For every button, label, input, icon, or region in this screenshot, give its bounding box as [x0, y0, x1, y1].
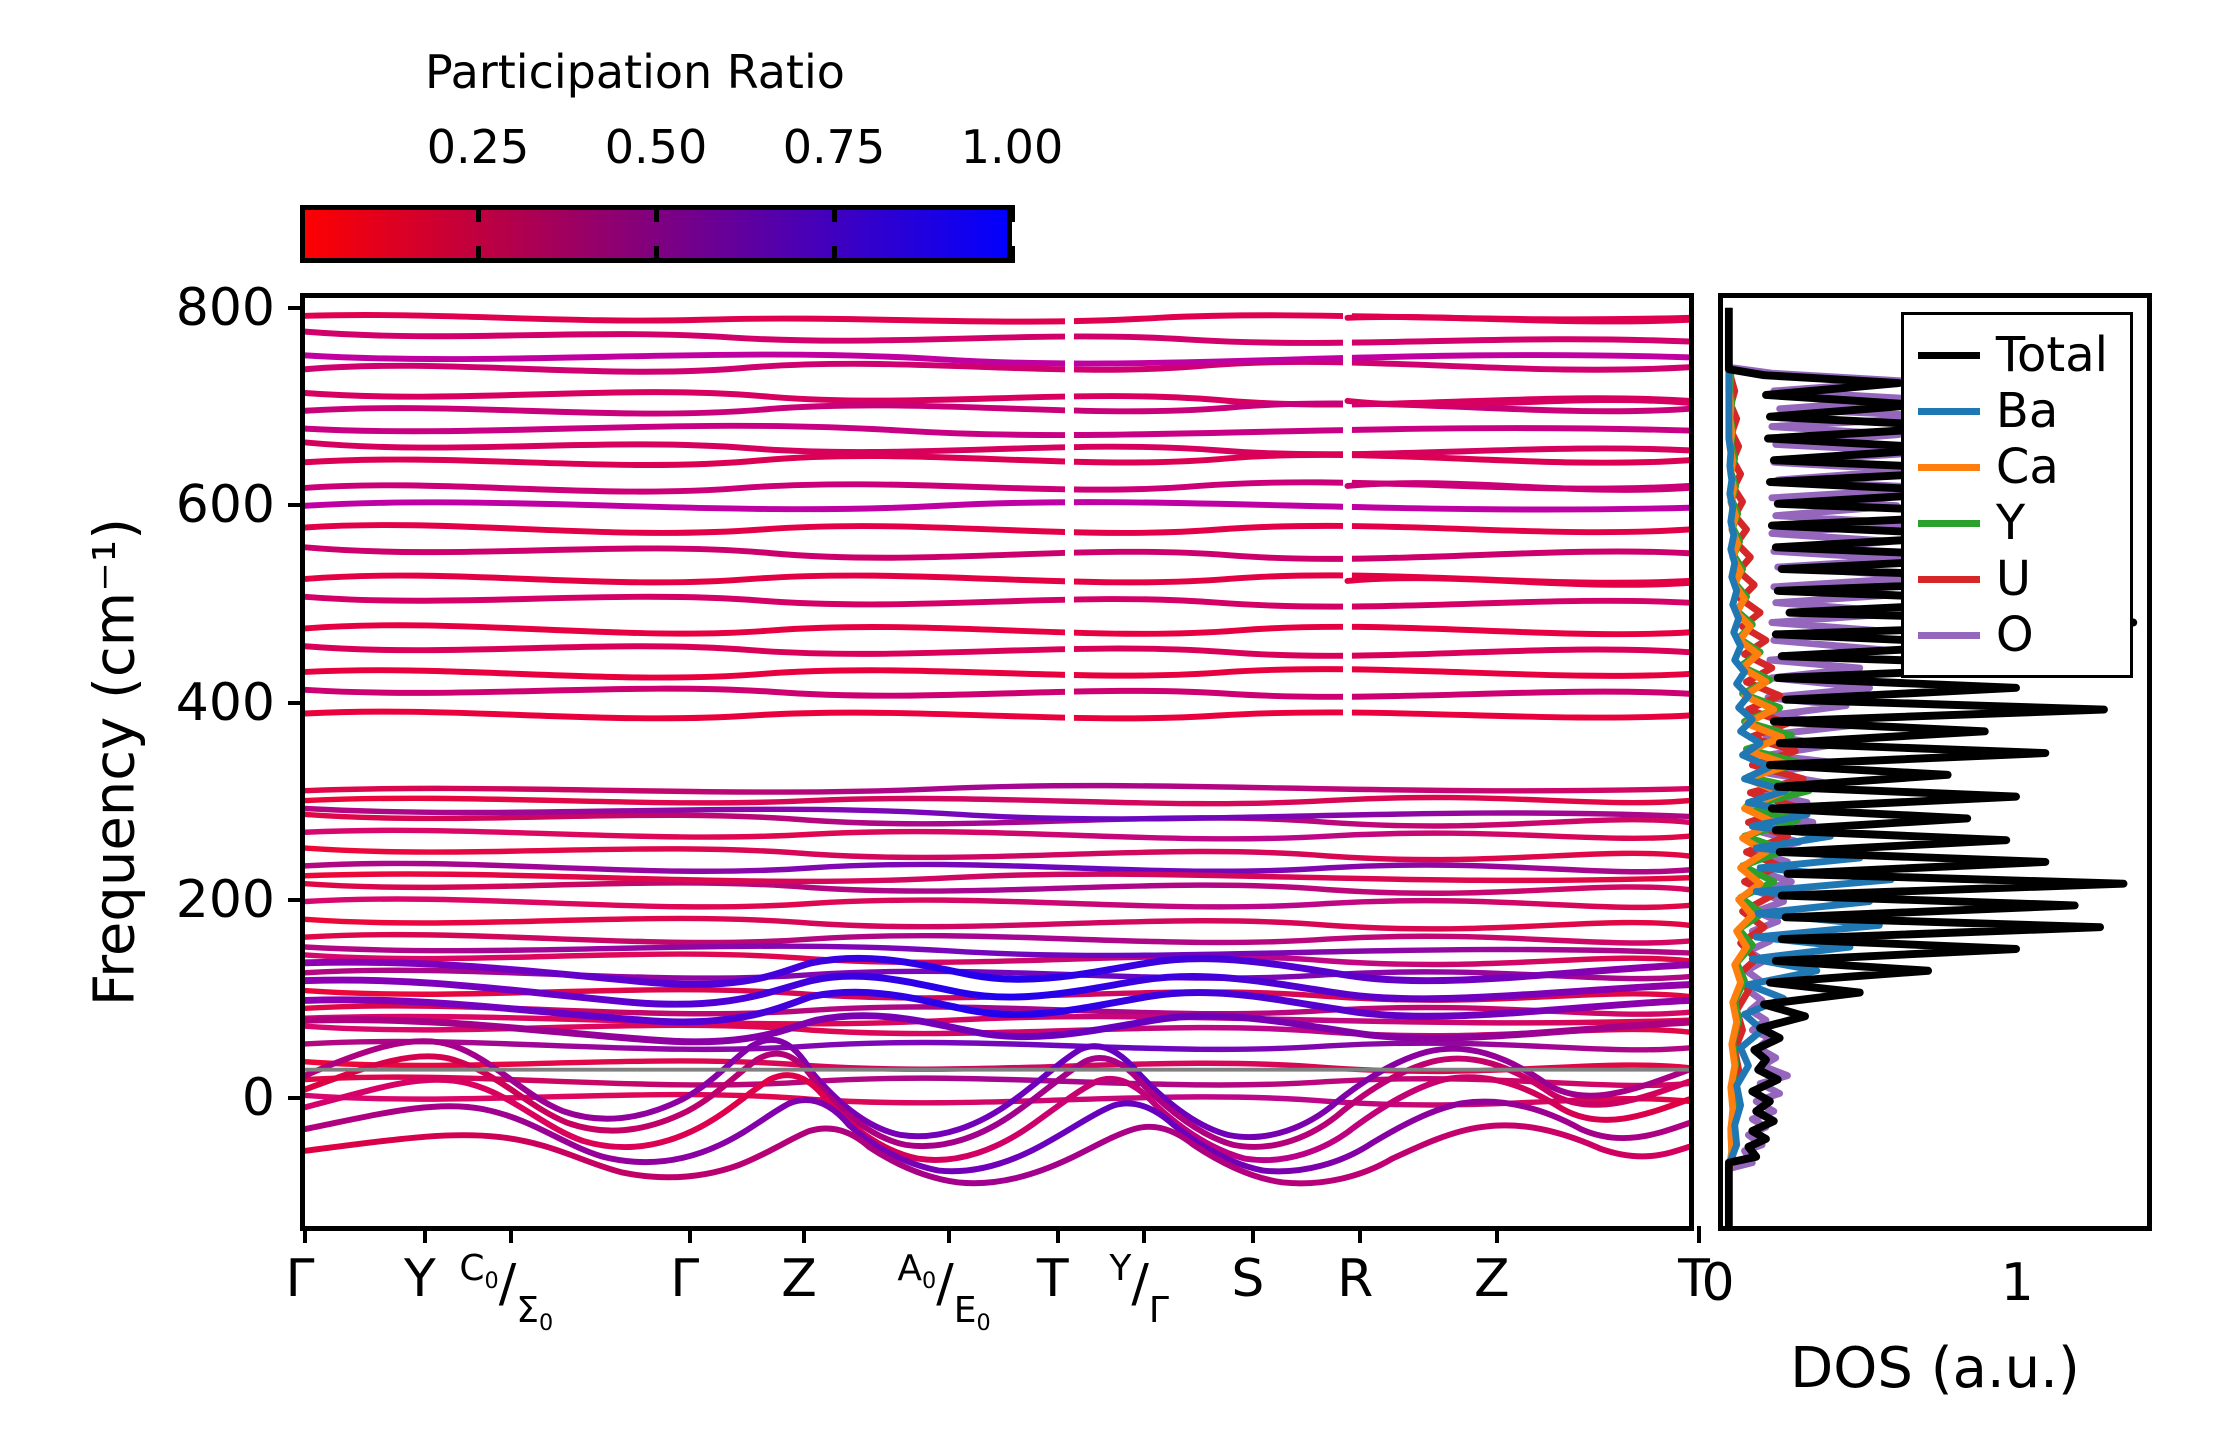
y-tick-label: 0 [241, 1067, 275, 1128]
dos-x-tick [2020, 1226, 2024, 1231]
colorbar-tick-label: 0.25 [426, 120, 530, 174]
legend-color-swatch [1917, 407, 1980, 415]
dos-panel: Total Ba Ca Y U O [1718, 293, 2152, 1231]
colorbar-tick [831, 246, 837, 263]
colorbar-tick-label: 0.50 [604, 120, 708, 174]
legend-color-swatch [1917, 351, 1980, 359]
legend-item[interactable]: U [1917, 551, 2108, 607]
x-tick [802, 1226, 807, 1243]
x-tick [303, 1226, 307, 1243]
x-tick-label: Γ [285, 1249, 315, 1309]
colorbar-tick [475, 246, 481, 263]
y-tick [288, 898, 305, 903]
legend-label: O [1995, 607, 2034, 663]
colorbar-tick [475, 205, 481, 222]
y-tick [288, 503, 305, 508]
x-tick-label: S [1231, 1249, 1265, 1309]
y-tick-label: 400 [175, 672, 275, 733]
x-tick-label: R [1337, 1249, 1374, 1309]
legend-item[interactable]: Ba [1917, 383, 2108, 439]
dos-y-tick [1718, 1096, 1723, 1100]
colorbar-tick [1009, 205, 1015, 222]
dos-axis-label: DOS (a.u.) [1790, 1336, 2080, 1401]
colorbar-tick-label: 1.00 [960, 120, 1064, 174]
x-tick [1055, 1226, 1060, 1243]
dos-x-tick [1721, 1226, 1725, 1231]
legend-label: Ca [1995, 439, 2059, 495]
dos-y-tick [1718, 701, 1723, 705]
x-tick [1142, 1226, 1147, 1243]
y-axis-label: Frequency (cm⁻¹) [82, 517, 148, 1007]
legend-item[interactable]: O [1917, 607, 2108, 663]
x-tick [1358, 1226, 1363, 1243]
x-tick-label: T [1678, 1249, 1710, 1309]
dos-y-tick [1718, 898, 1723, 902]
y-tick [288, 305, 305, 310]
x-tick [1494, 1226, 1499, 1243]
participation-ratio-colorbar [300, 205, 1015, 263]
x-tick-label: Z [781, 1249, 817, 1309]
legend-item[interactable]: Total [1917, 327, 2108, 383]
x-tick [1250, 1226, 1255, 1243]
legend-label: Total [1995, 327, 2108, 383]
x-tick [422, 1226, 427, 1243]
x-tick-label: Y [403, 1249, 436, 1309]
dos-x-tick-label: 0 [1701, 1253, 1735, 1313]
colorbar-tick [653, 205, 659, 222]
x-tick [947, 1226, 952, 1243]
legend-item[interactable]: Y [1917, 495, 2108, 551]
dos-legend: Total Ba Ca Y U O [1900, 312, 2133, 678]
colorbar-tick [653, 246, 659, 263]
dos-y-tick [1718, 306, 1723, 310]
colorbar-tick-label: 0.75 [782, 120, 886, 174]
x-tick-label: C0/Σ0 [459, 1248, 554, 1336]
colorbar-tick [1009, 246, 1015, 263]
x-tick-label: Z [1474, 1249, 1510, 1309]
legend-label: Ba [1995, 383, 2059, 439]
legend-label: Y [1995, 495, 2026, 551]
y-tick-label: 800 [175, 277, 275, 338]
x-tick [509, 1226, 514, 1243]
legend-color-swatch [1917, 631, 1980, 639]
y-tick-label: 600 [175, 475, 275, 536]
x-tick [1697, 1226, 1701, 1243]
x-tick [687, 1226, 692, 1243]
dos-x-tick-label: 1 [2000, 1253, 2034, 1313]
legend-color-swatch [1917, 575, 1980, 583]
legend-item[interactable]: Ca [1917, 439, 2108, 495]
band-structure-panel: 800 600 400 200 0 Frequency (cm⁻¹) [83, 278, 1701, 1243]
legend-label: U [1995, 551, 2032, 607]
colorbar-tick [831, 205, 837, 222]
legend-color-swatch [1917, 463, 1980, 471]
x-tick-label: Y/Γ [1109, 1248, 1169, 1331]
x-tick-label: T [1036, 1249, 1069, 1309]
colorbar-title: Participation Ratio [425, 45, 845, 99]
dos-y-tick [1718, 503, 1723, 507]
band-structure-curves [305, 307, 1689, 1187]
x-tick-label: Γ [670, 1249, 700, 1309]
y-tick-label: 200 [175, 870, 275, 931]
y-tick [288, 1095, 305, 1100]
y-tick [288, 700, 305, 705]
x-tick-label: A0/E0 [897, 1248, 991, 1336]
legend-color-swatch [1917, 519, 1980, 527]
